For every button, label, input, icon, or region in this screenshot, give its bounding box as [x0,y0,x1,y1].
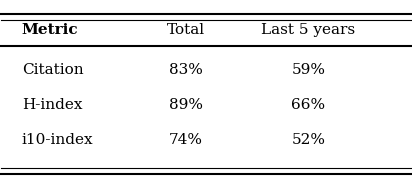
Text: 66%: 66% [291,98,325,112]
Text: 74%: 74% [169,133,203,147]
Text: Last 5 years: Last 5 years [261,23,356,37]
Text: 89%: 89% [169,98,203,112]
Text: H-index: H-index [22,98,82,112]
Text: 83%: 83% [169,63,202,77]
Text: Total: Total [166,23,205,37]
Text: 52%: 52% [291,133,325,147]
Text: Metric: Metric [22,23,78,37]
Text: 59%: 59% [291,63,325,77]
Text: i10-index: i10-index [22,133,94,147]
Text: Citation: Citation [22,63,84,77]
